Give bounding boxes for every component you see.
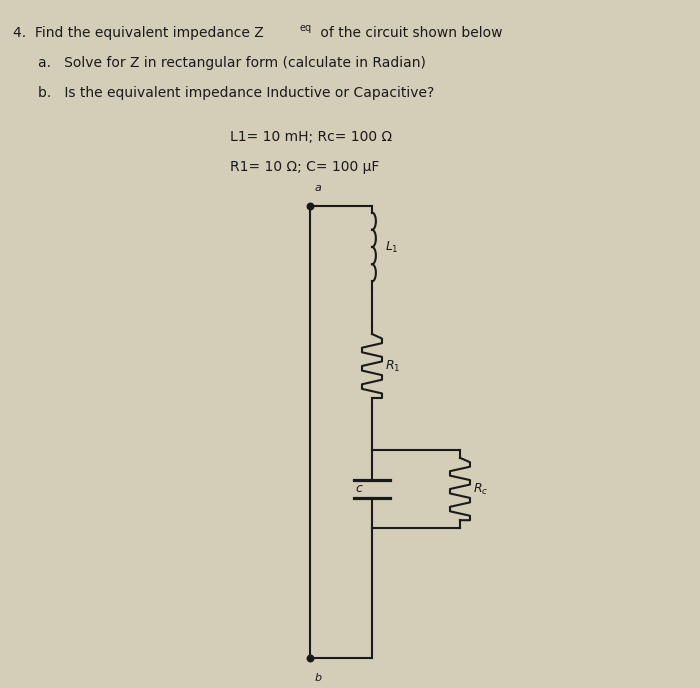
Text: eq: eq [300,23,312,32]
Text: a: a [315,183,322,193]
Point [304,652,316,663]
Text: of the circuit shown below: of the circuit shown below [316,26,503,40]
Text: R1= 10 Ω; C= 100 μF: R1= 10 Ω; C= 100 μF [230,160,379,174]
Text: a.   Solve for Z in rectangular form (calculate in Radian): a. Solve for Z in rectangular form (calc… [38,56,426,70]
Text: L1= 10 mH; Rc= 100 Ω: L1= 10 mH; Rc= 100 Ω [230,130,392,144]
Text: $R_c$: $R_c$ [473,482,489,497]
Text: $R_1$: $R_1$ [385,358,400,374]
Text: b.   Is the equivalent impedance Inductive or Capacitive?: b. Is the equivalent impedance Inductive… [38,86,434,100]
Text: $L_1$: $L_1$ [385,239,399,255]
Text: 4.  Find the equivalent impedance Z: 4. Find the equivalent impedance Z [13,26,264,40]
Text: b: b [315,673,322,683]
Point [304,200,316,211]
Text: c: c [355,482,362,495]
